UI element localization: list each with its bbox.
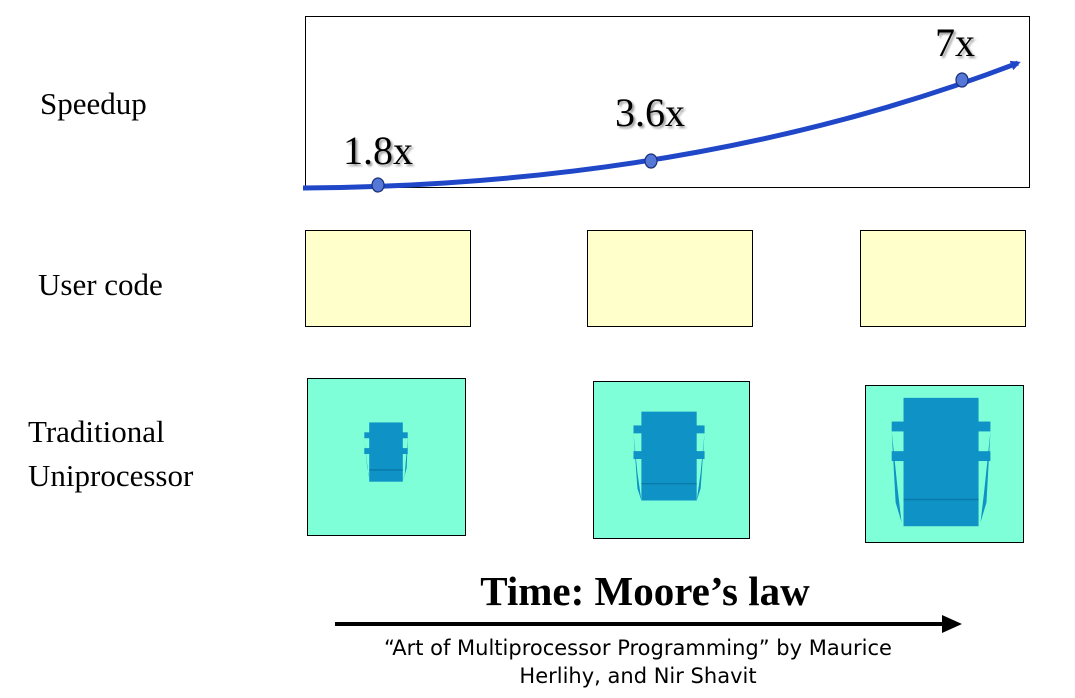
speedup-label: Speedup [40,86,147,121]
time-arrow [335,615,962,633]
processor-chip-icon [633,411,705,501]
uniprocessor-label-line1: Traditional [28,414,165,449]
citation-line-2: Herlihy, and Nir Shavit [519,664,757,688]
citation: “Art of Multiprocessor Programming” by M… [330,634,946,690]
time-axis-title: Time: Moore’s law [480,568,810,614]
uniprocessor-label: Traditional Uniprocessor [28,410,193,498]
speedup-value-1: 1.8x [343,128,413,173]
processor-box-3 [865,385,1024,543]
uniprocessor-label-line2: Uniprocessor [28,458,194,493]
processor-chip-icon [891,397,991,527]
processor-box-1 [307,378,466,536]
user-code-box-1 [305,230,471,327]
user-code-box-3 [860,230,1026,327]
processor-box-2 [593,381,750,539]
speedup-value-2: 3.6x [615,90,685,135]
user-code-box-2 [587,230,753,327]
citation-line-1: “Art of Multiprocessor Programming” by M… [384,636,892,660]
processor-chip-icon [364,422,408,482]
user-code-label: User code [38,267,163,302]
speedup-value-3: 7x [935,20,975,65]
